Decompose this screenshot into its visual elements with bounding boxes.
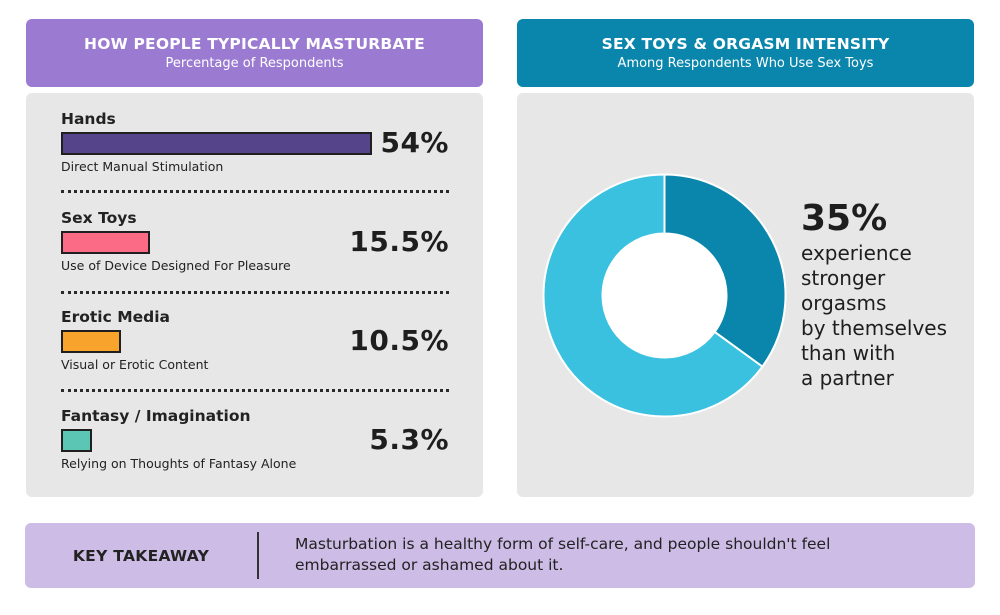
- bar-fantasy: [61, 429, 92, 452]
- highlight-text: experience stronger orgasms by themselve…: [801, 241, 971, 391]
- highlight-line: stronger: [801, 266, 886, 290]
- left-header-title: HOW PEOPLE TYPICALLY MASTURBATE: [84, 35, 425, 53]
- highlight-value: 35%: [801, 198, 888, 239]
- highlight-line: than with: [801, 341, 896, 365]
- bar-category-label: Erotic Media: [61, 308, 170, 326]
- left-header: HOW PEOPLE TYPICALLY MASTURBATE Percenta…: [26, 19, 483, 87]
- bar-category-label: Fantasy / Imagination: [61, 407, 251, 425]
- right-header-title: SEX TOYS & ORGASM INTENSITY: [601, 35, 890, 53]
- row-divider: [61, 389, 449, 392]
- key-takeaway-banner: KEY TAKEAWAY Masturbation is a healthy f…: [25, 523, 975, 588]
- bar-value-label: 15.5%: [349, 225, 449, 258]
- takeaway-divider: [257, 532, 259, 579]
- key-takeaway-text: Masturbation is a healthy form of self-c…: [295, 535, 831, 574]
- right-header-subtitle: Among Respondents Who Use Sex Toys: [617, 56, 874, 71]
- bar-description: Use of Device Designed For Pleasure: [61, 258, 291, 273]
- bar-description: Direct Manual Stimulation: [61, 159, 224, 174]
- bar-erotic-media: [61, 330, 121, 353]
- bar-value-label: 54%: [380, 126, 449, 159]
- bar-value-label: 5.3%: [369, 423, 449, 456]
- highlight-line: a partner: [801, 366, 894, 390]
- donut-chart-panel: 35% experience stronger orgasms by thems…: [517, 93, 974, 497]
- bar-value-label: 10.5%: [349, 324, 449, 357]
- key-takeaway-label: KEY TAKEAWAY: [72, 546, 210, 565]
- left-header-subtitle: Percentage of Respondents: [165, 56, 344, 71]
- bar-description: Relying on Thoughts of Fantasy Alone: [61, 456, 297, 471]
- row-divider: [61, 190, 449, 193]
- donut-hole: [602, 233, 727, 358]
- row-divider: [61, 291, 449, 294]
- right-header: SEX TOYS & ORGASM INTENSITY Among Respon…: [517, 19, 974, 87]
- method-bar-chart-panel: Hands Direct Manual Stimulation 54% Sex …: [26, 93, 483, 497]
- highlight-line: orgasms: [801, 291, 887, 315]
- bar-category-label: Sex Toys: [61, 209, 137, 227]
- highlight-line: experience: [801, 241, 912, 265]
- donut-chart: [542, 173, 787, 418]
- bar-description: Visual or Erotic Content: [61, 357, 209, 372]
- bar-category-label: Hands: [61, 110, 116, 128]
- bar-hands: [61, 132, 372, 155]
- bar-sex-toys: [61, 231, 150, 254]
- highlight-line: by themselves: [801, 316, 948, 340]
